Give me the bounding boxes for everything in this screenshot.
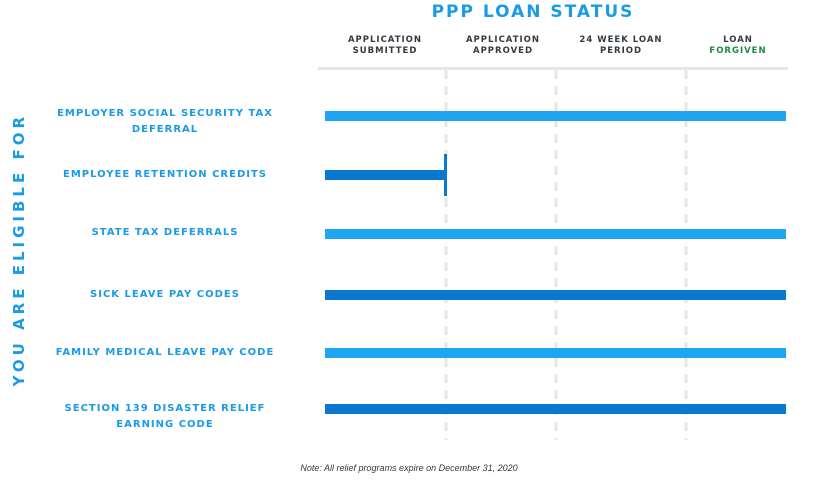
stage-header-3: 24 WEEK LOAN PERIOD	[566, 35, 676, 57]
program-bar-end-cap-2	[444, 154, 447, 196]
stage-header-line2: PERIOD	[599, 46, 643, 56]
stage-header-line2: SUBMITTED	[352, 46, 418, 56]
program-label-6: SECTION 139 DISASTER RELIEF EARNING CODE	[40, 401, 290, 433]
program-label-2: EMPLOYEE RETENTION CREDITS	[40, 167, 290, 183]
program-label-line-1: SICK LEAVE PAY CODES	[90, 289, 240, 300]
header-divider	[318, 67, 788, 70]
program-bar-6	[325, 404, 786, 414]
program-label-line-1: SECTION 139 DISASTER RELIEF	[64, 403, 266, 414]
program-label-line-1: EMPLOYER SOCIAL SECURITY TAX	[57, 108, 273, 119]
program-label-3: STATE TAX DEFERRALS	[40, 225, 290, 241]
program-label-5: FAMILY MEDICAL LEAVE PAY CODE	[40, 345, 290, 361]
chart-title: PPP LOAN STATUS	[431, 2, 635, 22]
program-label-1: EMPLOYER SOCIAL SECURITY TAX DEFERRAL	[40, 106, 290, 138]
program-label-line-2: DEFERRAL	[131, 124, 199, 135]
stage-header-line1: 24 WEEK LOAN	[579, 35, 663, 45]
stage-header-line1: LOAN	[723, 35, 753, 45]
program-label-line-1: FAMILY MEDICAL LEAVE PAY CODE	[55, 347, 275, 358]
stage-header-line2: FORGIVEN	[709, 46, 767, 56]
stage-header-1: APPLICATION SUBMITTED	[330, 35, 440, 57]
stage-header-line1: APPLICATION	[465, 35, 541, 45]
program-label-line-1: EMPLOYEE RETENTION CREDITS	[62, 169, 268, 180]
program-bar-2	[325, 170, 446, 180]
program-bar-1	[325, 111, 786, 121]
program-bar-5	[325, 348, 786, 358]
program-label-line-2: EARNING CODE	[116, 419, 214, 430]
stage-header-2: APPLICATION APPROVED	[448, 35, 558, 57]
program-label-line-1: STATE TAX DEFERRALS	[91, 227, 239, 238]
program-bar-4	[325, 290, 786, 300]
program-label-4: SICK LEAVE PAY CODES	[40, 287, 290, 303]
footnote: Note: All relief programs expire on Dece…	[300, 463, 518, 473]
stage-header-line1: APPLICATION	[347, 35, 423, 45]
stage-header-line2: APPROVED	[472, 46, 534, 56]
program-bar-3	[325, 229, 786, 239]
stage-header-4: LOAN FORGIVEN	[683, 35, 793, 57]
